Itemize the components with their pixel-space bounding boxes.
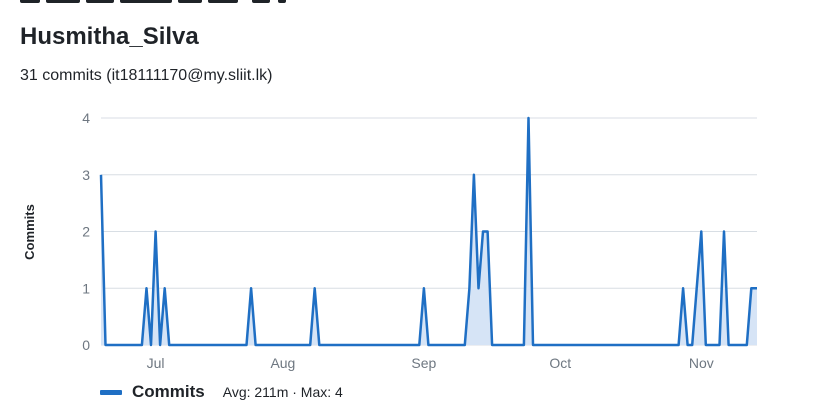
x-tick-label: Nov [689,355,714,371]
x-tick-label: Jul [147,355,165,371]
commits-series-line[interactable] [99,116,758,347]
y-axis-title: Commits [22,204,37,260]
y-tick-label: 2 [82,224,90,240]
legend-swatch [100,389,122,395]
x-tick-label: Sep [411,355,436,371]
chart-legend: Commits Avg: 211m · Max: 4 [100,380,343,404]
y-tick-label: 0 [82,337,90,353]
contributor-name[interactable]: Husmitha_Silva [20,23,199,50]
clipped-header-fragment [0,0,816,6]
commit-summary: 31 commits (it18111170@my.sliit.lk) [20,67,273,84]
x-tick-label: Oct [549,355,571,371]
legend-stats: Avg: 211m · Max: 4 [222,384,343,400]
y-tick-label: 1 [82,280,90,296]
x-tick-labels: Jul Aug Sep Oct Nov [147,355,714,371]
x-tick-label: Aug [270,355,295,371]
grid-lines [101,117,757,346]
y-tick-labels: 0 1 2 3 4 [82,110,90,353]
series-line-layer [99,116,758,347]
y-tick-label: 4 [82,110,90,126]
y-tick-label: 3 [82,167,90,183]
legend-series-name[interactable]: Commits [132,382,205,401]
